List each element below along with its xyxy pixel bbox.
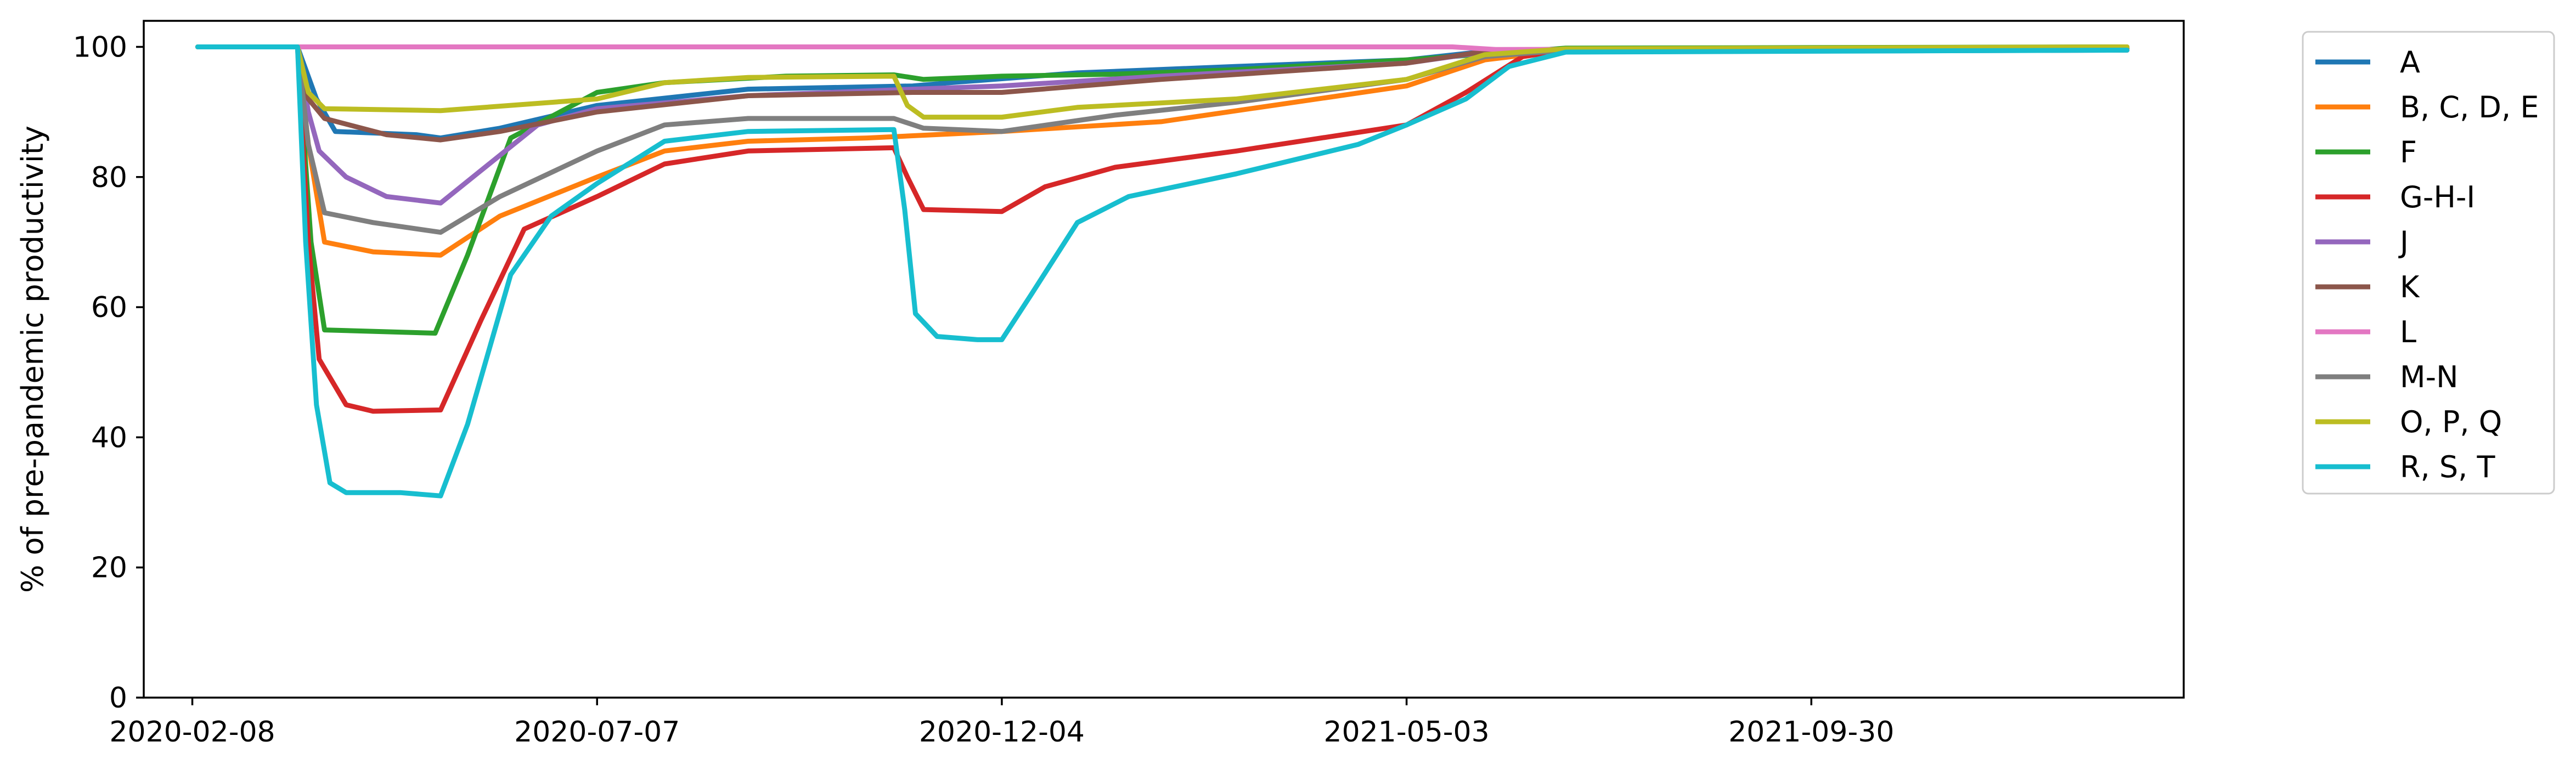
series-layer <box>195 44 2130 499</box>
series-line-8 <box>195 44 2130 120</box>
legend-label: O, P, Q <box>2400 405 2502 439</box>
x-axis: 2020-02-08 2020-07-07 2020-12-04 2021-05-03… <box>109 698 1894 749</box>
legend-label: R, S, T <box>2400 450 2495 484</box>
y-axis-label: % of pre-pandemic productivity <box>15 126 50 593</box>
x-tick-label: 2021-09-30 <box>1728 716 1894 749</box>
legend-label: K <box>2400 270 2420 304</box>
series-line-1 <box>195 44 2130 258</box>
legend-item[interactable]: B, C, D, E <box>2315 90 2539 124</box>
series-line-0 <box>195 44 2130 141</box>
legend-item[interactable]: G-H-I <box>2315 180 2475 214</box>
y-tick-label: 100 <box>73 31 127 64</box>
legend-item[interactable]: F <box>2315 135 2417 169</box>
legend-label: L <box>2400 315 2416 349</box>
y-tick-label: 60 <box>91 291 127 324</box>
legend-item[interactable]: J <box>2315 225 2409 259</box>
series-line-9 <box>195 44 2130 499</box>
x-tick-label: 2020-07-07 <box>514 716 680 749</box>
series-line-5 <box>195 44 2130 143</box>
legend[interactable]: A B, C, D, E F G-H-I JKL M-N O, P, Q R, S, T <box>2302 31 2555 495</box>
legend-item[interactable]: K <box>2315 270 2420 304</box>
y-axis: 0 20 40 60 80 100 <box>73 31 144 715</box>
legend-item[interactable]: L <box>2315 315 2416 349</box>
legend-item[interactable]: M-N <box>2315 360 2458 394</box>
x-tick-label: 2020-02-08 <box>109 716 275 749</box>
y-tick-label: 80 <box>91 161 127 194</box>
x-tick-label: 2020-12-04 <box>919 716 1085 749</box>
legend-label: A <box>2400 45 2420 80</box>
y-tick-label: 0 <box>109 682 127 715</box>
y-tick-label: 40 <box>91 421 127 454</box>
legend-item[interactable]: A <box>2315 45 2420 80</box>
legend-item[interactable]: R, S, T <box>2315 450 2495 484</box>
legend-label: B, C, D, E <box>2400 90 2539 124</box>
legend-item[interactable]: O, P, Q <box>2315 405 2502 439</box>
y-tick-label: 20 <box>91 552 127 585</box>
legend-label: F <box>2400 135 2417 169</box>
plot-frame <box>143 20 2185 699</box>
x-tick-label: 2021-05-03 <box>1324 716 1490 749</box>
legend-label: G-H-I <box>2400 180 2475 214</box>
legend-label: J <box>2398 225 2409 259</box>
legend-label: M-N <box>2400 360 2458 394</box>
